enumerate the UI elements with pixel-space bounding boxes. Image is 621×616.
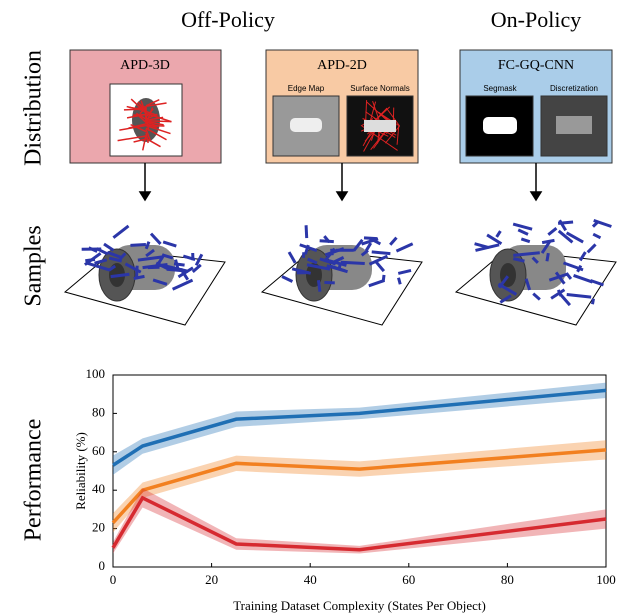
image [290, 118, 322, 132]
grasp-axis [588, 244, 596, 252]
panel-label: Edge Map [288, 84, 325, 93]
y-axis-label: Reliability (%) [73, 432, 88, 510]
x-tick-label: 80 [501, 572, 514, 587]
row-label: Samples [21, 225, 47, 306]
grasp-axis [332, 249, 333, 255]
grasp-axis [390, 238, 396, 245]
panel-label: Segmask [483, 84, 517, 93]
column-header: Off-Policy [181, 7, 275, 32]
grasp-axis [113, 226, 128, 238]
grasp-axis [318, 280, 319, 291]
row-label: Distribution [21, 50, 47, 166]
grasp-axis [593, 222, 598, 227]
grasp-axis [497, 231, 501, 237]
grasp-axis [547, 253, 548, 261]
x-tick-label: 100 [596, 572, 616, 587]
grasp-axis [580, 252, 585, 260]
x-tick-label: 40 [304, 572, 317, 587]
x-tick-label: 20 [205, 572, 218, 587]
grasp-axis [372, 252, 391, 254]
grasp-axis [151, 234, 161, 244]
grasp-axis [398, 270, 411, 273]
y-tick-label: 80 [92, 404, 105, 419]
grasp-axis [134, 276, 145, 278]
grasp-axis [566, 273, 570, 279]
grasp-axis [518, 230, 528, 234]
panel-label: Discretization [550, 84, 598, 93]
row-label: Performance [21, 419, 47, 542]
grasp-axis [487, 235, 501, 244]
grasp-axis [173, 280, 193, 289]
grasp-axis [193, 265, 201, 272]
y-tick-label: 0 [99, 558, 106, 573]
box-title: FC-GQ-CNN [498, 58, 574, 73]
grasp-axis [592, 299, 593, 304]
grasp-axis [521, 239, 529, 242]
grasp-axis [366, 243, 371, 251]
column-header: On-Policy [491, 7, 581, 32]
grasp-axis [542, 240, 554, 242]
grasp-axis [104, 244, 114, 250]
image [556, 116, 592, 134]
grasp-axis [369, 280, 385, 285]
y-tick-label: 100 [86, 366, 106, 381]
grasp-axis [548, 228, 556, 234]
grasp-axis [306, 225, 307, 238]
grasp-axis [533, 294, 540, 300]
y-tick-label: 60 [92, 443, 105, 458]
x-axis-label: Training Dataset Complexity (States Per … [233, 598, 486, 613]
grasp-axis [163, 242, 176, 246]
grasp-axis [559, 231, 573, 242]
grasp-axis [574, 275, 593, 282]
grasp-axis [591, 280, 604, 284]
arrows [140, 163, 541, 200]
grasp-axis [513, 224, 532, 229]
grasp-axis [396, 244, 412, 251]
y-tick-label: 20 [92, 520, 105, 535]
grasp-axis [475, 244, 489, 248]
grasp-axis [289, 252, 295, 263]
grasp-axis [558, 222, 573, 223]
grasp-axis [376, 262, 384, 272]
x-tick-label: 60 [402, 572, 415, 587]
image [364, 120, 396, 132]
box-title: APD-3D [120, 58, 170, 73]
grasp-axis [85, 259, 95, 260]
y-tick-label: 40 [92, 481, 105, 496]
grasp-axis [282, 277, 292, 282]
figure: Off-Policy On-Policy Distribution Sample… [0, 0, 621, 616]
grasp-axis [174, 264, 185, 265]
box-title: APD-2D [317, 58, 367, 73]
panel-label: Surface Normals [350, 84, 410, 93]
image [483, 117, 517, 134]
grasp-axis [567, 295, 591, 298]
grasp-axis [593, 234, 600, 238]
grasp-axis [130, 245, 145, 246]
grasp-axis [398, 278, 400, 285]
x-tick-label: 0 [110, 572, 117, 587]
